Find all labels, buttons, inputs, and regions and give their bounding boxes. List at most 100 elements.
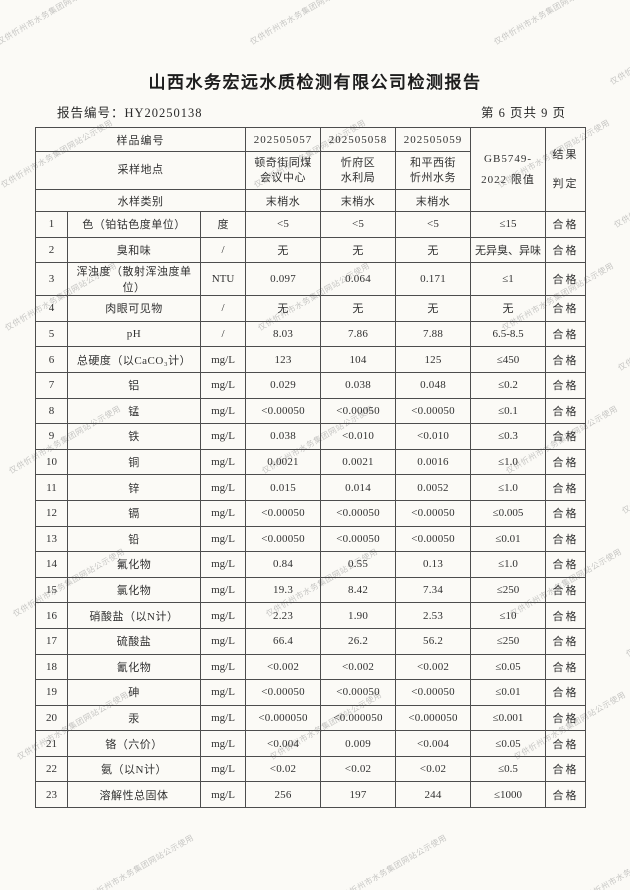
row-number: 17 bbox=[35, 627, 68, 655]
row-number: 10 bbox=[35, 448, 68, 476]
sample3-value: 2.53 bbox=[395, 602, 472, 629]
limit-value: ≤250 bbox=[470, 576, 547, 604]
sample2-value: 0.0021 bbox=[320, 448, 397, 476]
sample3-value: 0.048 bbox=[395, 371, 472, 399]
sample2-value: <0.00050 bbox=[320, 525, 397, 553]
location-label: 采样地点 bbox=[34, 151, 247, 190]
sample1-value: 256 bbox=[245, 781, 322, 809]
unit: mg/L bbox=[199, 474, 247, 501]
result-value: 合格 bbox=[545, 474, 587, 501]
parameter-name: 溶解性总固体 bbox=[67, 781, 201, 809]
limit-header-line1: GB5749- bbox=[484, 152, 532, 165]
result-value: 合格 bbox=[545, 602, 587, 629]
sample3-value: 56.2 bbox=[395, 627, 472, 655]
table-row: 18 氰化物 mg/L <0.002 <0.002 <0.002 ≤0.05 合… bbox=[35, 653, 587, 681]
result-value: 合格 bbox=[545, 499, 587, 527]
table-row: 23 溶解性总固体 mg/L 256 197 244 ≤1000 合格 bbox=[35, 781, 587, 809]
parameter-name: 肉眼可见物 bbox=[67, 295, 201, 322]
row-number: 16 bbox=[35, 602, 68, 629]
parameter-name: 色（铂钴色度单位） bbox=[67, 211, 201, 238]
sample3-value: <0.00050 bbox=[395, 499, 472, 527]
parameter-name: 氟化物 bbox=[67, 551, 201, 578]
watermark-text: 仅供忻州市水务集团网站公示使用 bbox=[333, 833, 449, 890]
sample2-value: <0.002 bbox=[320, 653, 397, 681]
sample2-value: <0.00050 bbox=[320, 499, 397, 527]
row-number: 4 bbox=[35, 295, 68, 322]
table-row: 7 铝 mg/L 0.029 0.038 0.048 ≤0.2 合格 bbox=[35, 371, 587, 399]
unit: / bbox=[199, 295, 247, 322]
sample2-value: <5 bbox=[320, 211, 397, 238]
sample2-value: 7.86 bbox=[320, 320, 397, 348]
sample2-value: 0.55 bbox=[320, 551, 397, 578]
limit-value: ≤1.0 bbox=[470, 448, 547, 476]
limit-value: ≤0.05 bbox=[470, 730, 547, 757]
sample2-value: 8.42 bbox=[320, 576, 397, 604]
sample1-value: 无 bbox=[245, 236, 322, 264]
row-number: 6 bbox=[35, 346, 68, 373]
result-value: 合格 bbox=[545, 551, 587, 578]
row-number: 2 bbox=[35, 236, 68, 264]
limit-value: ≤0.001 bbox=[470, 704, 547, 732]
sample3-value: 0.0016 bbox=[395, 448, 472, 476]
limit-column-header: GB5749- 2022 限值 bbox=[470, 127, 547, 212]
unit: mg/L bbox=[199, 346, 247, 373]
sample1-value: <0.00050 bbox=[245, 499, 322, 527]
table-row: 5 pH / 8.03 7.86 7.88 6.5-8.5 合格 bbox=[35, 320, 587, 348]
sample3-value: <0.004 bbox=[395, 730, 472, 757]
unit: mg/L bbox=[199, 525, 247, 553]
watermark-text: 仅供忻州市水务集团网站公示使用 bbox=[492, 0, 608, 47]
limit-value: ≤0.01 bbox=[470, 525, 547, 553]
sample-no-label: 样品编号 bbox=[34, 127, 247, 152]
sample1-value: 2.23 bbox=[245, 602, 322, 629]
watermark-text: 仅供忻州市水务集团网站公示使用 bbox=[620, 444, 630, 516]
parameter-name: 铅 bbox=[67, 525, 201, 553]
limit-value: ≤0.5 bbox=[470, 755, 547, 783]
limit-value: ≤15 bbox=[470, 211, 547, 238]
page-number: 第 6 页共 9 页 bbox=[480, 106, 566, 120]
result-value: 合格 bbox=[545, 236, 587, 264]
result-value: 合格 bbox=[545, 627, 587, 655]
watermark-text: 仅供忻州市水务集团网站公示使用 bbox=[577, 833, 630, 890]
result-value: 合格 bbox=[545, 679, 587, 706]
sample2-number: 202505058 bbox=[320, 127, 397, 152]
sample1-value: 0.029 bbox=[245, 371, 322, 399]
parameter-name: 铜 bbox=[67, 448, 201, 476]
row-number: 12 bbox=[35, 499, 68, 527]
sample2-water-type: 末梢水 bbox=[320, 189, 397, 212]
limit-value: ≤0.1 bbox=[470, 397, 547, 425]
table-row: 1 色（铂钴色度单位） 度 <5 <5 <5 ≤15 合格 bbox=[35, 211, 587, 238]
result-value: 合格 bbox=[545, 730, 587, 757]
unit: mg/L bbox=[199, 371, 247, 399]
row-number: 9 bbox=[35, 423, 68, 450]
sample3-value: 0.171 bbox=[395, 262, 472, 297]
sample3-value: <0.00050 bbox=[395, 525, 472, 553]
result-value: 合格 bbox=[545, 704, 587, 732]
watermark-text: 仅供忻州市水务集团网站公示使用 bbox=[80, 833, 196, 890]
sample2-location: 忻府区 水利局 bbox=[320, 151, 397, 190]
limit-value: ≤0.005 bbox=[470, 499, 547, 527]
parameter-name: 氨（以N计） bbox=[67, 755, 201, 783]
watermark-text: 仅供忻州市水务集团网站公示使用 bbox=[616, 301, 630, 373]
sample1-value: <0.00050 bbox=[245, 525, 322, 553]
parameter-name: 臭和味 bbox=[67, 236, 201, 264]
limit-value: ≤0.01 bbox=[470, 679, 547, 706]
parameter-name: 铝 bbox=[67, 371, 201, 399]
table-row: 14 氟化物 mg/L 0.84 0.55 0.13 ≤1.0 合格 bbox=[35, 551, 587, 578]
table-row: 11 锌 mg/L 0.015 0.014 0.0052 ≤1.0 合格 bbox=[35, 474, 587, 501]
parameter-name: 氰化物 bbox=[67, 653, 201, 681]
header-row-location: 采样地点 顿奇街同煤 会议中心 忻府区 水利局 和平西街 忻州水务 bbox=[34, 151, 586, 190]
sample1-location: 顿奇街同煤 会议中心 bbox=[245, 151, 322, 190]
sample2-value: 0.014 bbox=[320, 474, 397, 501]
result-header-line2: 判定 bbox=[552, 177, 579, 190]
sample2-value: <0.000050 bbox=[320, 704, 397, 732]
sample1-value: <0.002 bbox=[245, 653, 322, 681]
limit-value: ≤1.0 bbox=[470, 551, 547, 578]
result-value: 合格 bbox=[545, 653, 587, 681]
parameter-name: pH bbox=[67, 320, 201, 348]
sample1-value: 无 bbox=[245, 295, 322, 322]
table-row: 2 臭和味 / 无 无 无 无异臭、异味 合格 bbox=[35, 236, 587, 264]
table-row: 22 氨（以N计） mg/L <0.02 <0.02 <0.02 ≤0.5 合格 bbox=[35, 755, 587, 783]
unit: mg/L bbox=[199, 781, 247, 809]
result-value: 合格 bbox=[545, 755, 587, 783]
sample2-value: 104 bbox=[320, 346, 397, 373]
